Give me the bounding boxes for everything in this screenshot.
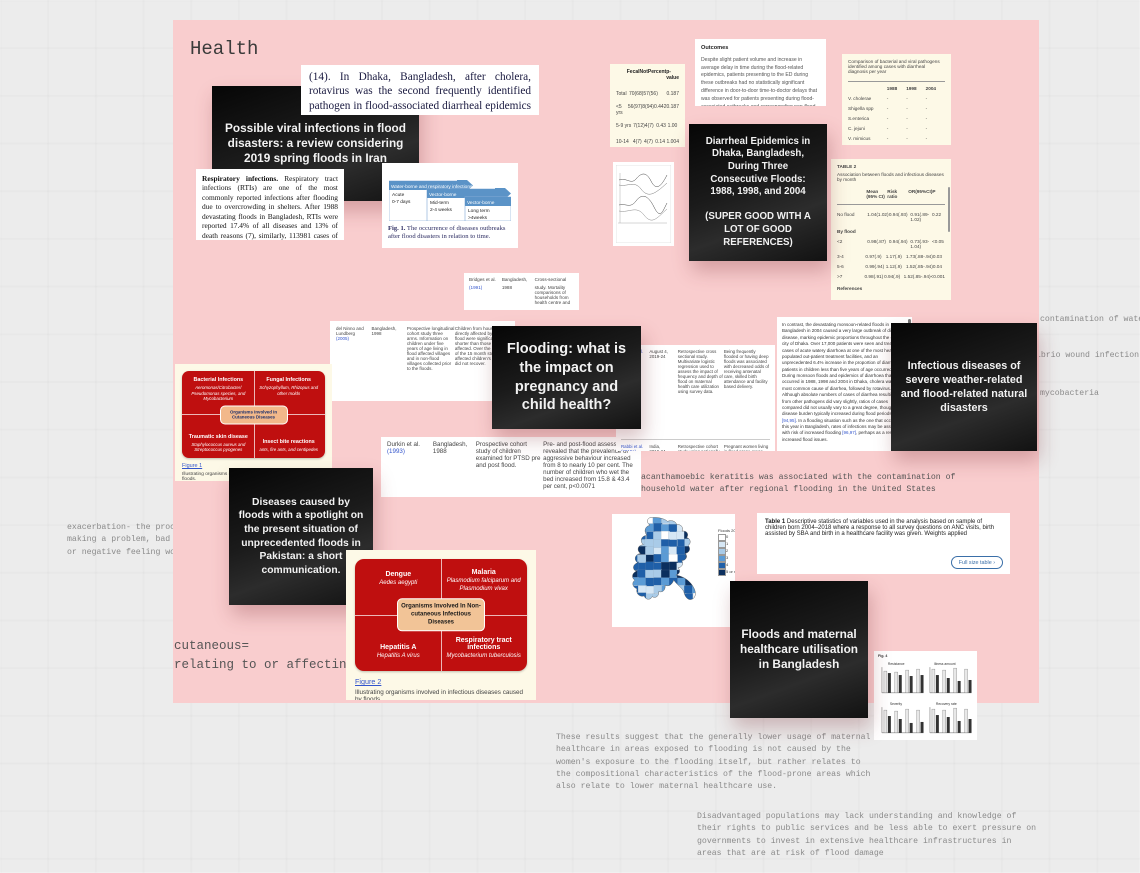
svg-text:0-7 days: 0-7 days [392,199,411,205]
svg-text:Recovery rate: Recovery rate [935,702,956,706]
svg-text:Mid-term: Mid-term [430,200,449,206]
svg-text:Resistance: Resistance [888,662,905,666]
svg-text:Severity: Severity [890,702,902,706]
svg-text:Vector-borne: Vector-borne [429,192,457,198]
svg-text:Water-borne and respiratory in: Water-borne and respiratory infections [391,184,473,190]
svg-text:2-4 weeks: 2-4 weeks [430,207,452,213]
svg-text:>4weeks: >4weeks [468,215,488,221]
svg-text:Acute: Acute [392,192,405,198]
svg-text:Vector-borne: Vector-borne [467,200,495,206]
svg-text:Long term: Long term [468,208,490,214]
svg-text:Illness amount: Illness amount [933,662,955,666]
